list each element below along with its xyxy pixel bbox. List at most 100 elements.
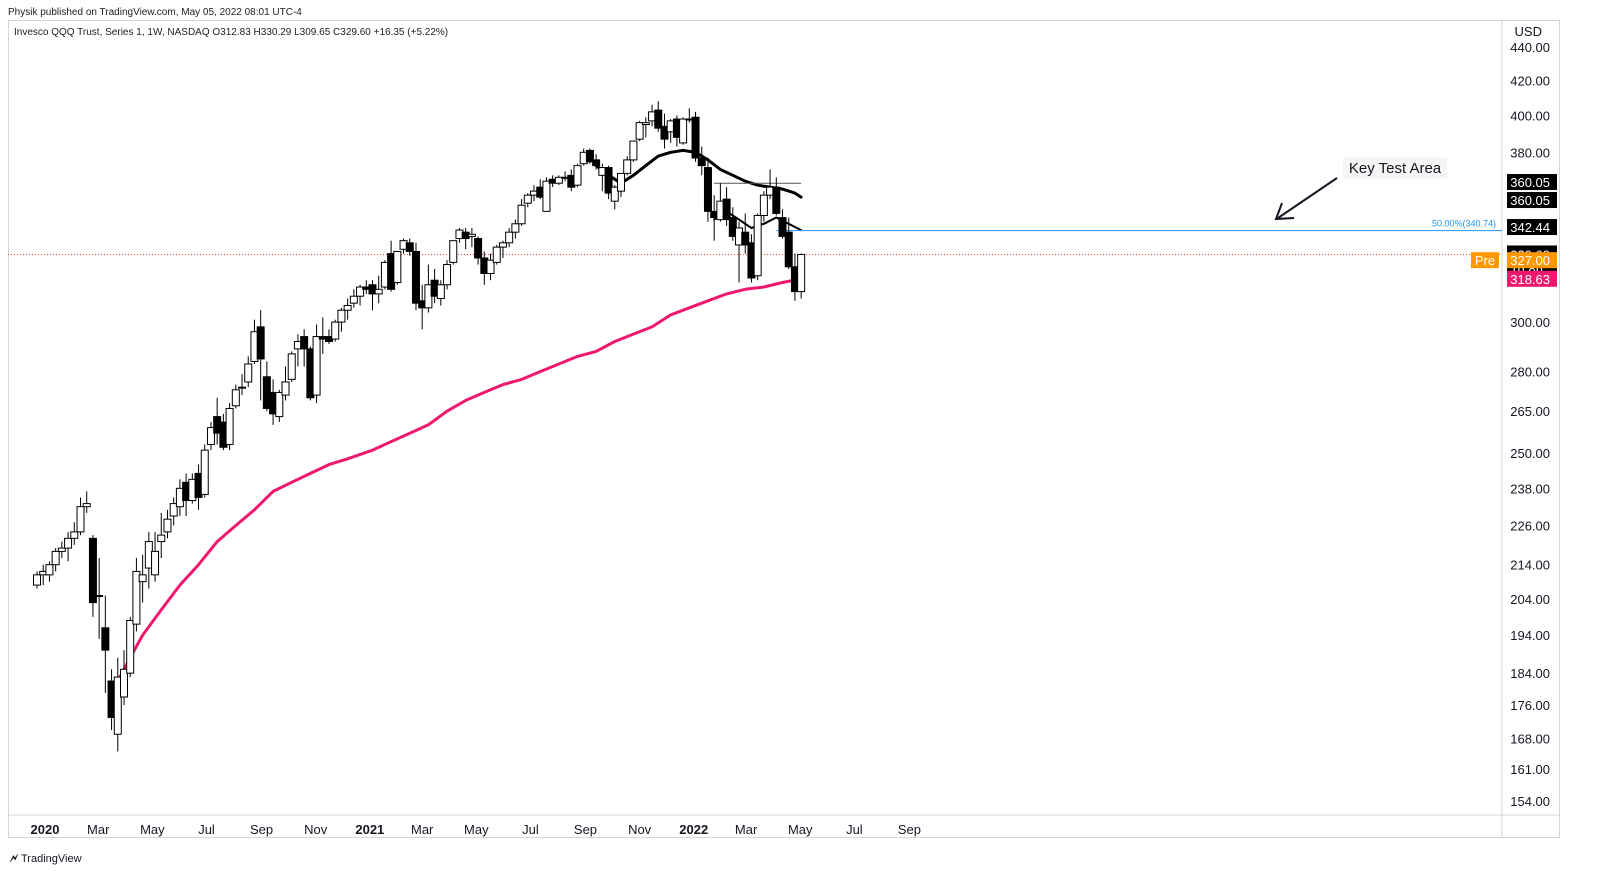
- candle-body-up: [51, 550, 60, 566]
- candle: [436, 280, 445, 306]
- candle-body-up: [623, 159, 632, 174]
- pre-market-label: Pre: [1475, 253, 1495, 268]
- candle: [64, 531, 73, 562]
- candle: [511, 219, 520, 239]
- time-tick-label: Jul: [846, 822, 863, 837]
- candle-body-up: [33, 574, 42, 586]
- candle-body-down: [474, 238, 483, 259]
- candle: [505, 227, 514, 248]
- price-tick-label: 176.00: [1510, 698, 1550, 713]
- candle: [616, 172, 625, 198]
- candle-body-down: [691, 116, 700, 159]
- price-tag-value: 327.00: [1510, 253, 1550, 268]
- candle-body-up: [759, 194, 768, 216]
- candle-body-down: [604, 167, 613, 194]
- candle: [88, 535, 97, 617]
- candle: [200, 444, 209, 498]
- price-tick-label: 168.00: [1510, 732, 1550, 747]
- candle: [467, 227, 476, 248]
- grid: [8, 21, 1560, 838]
- candle: [368, 280, 377, 311]
- price-tick-label: 440.00: [1510, 40, 1550, 55]
- candle-body-up: [337, 309, 346, 323]
- candle-body-up: [486, 259, 495, 274]
- price-tick-label: 226.00: [1510, 519, 1550, 534]
- candle-body-down: [300, 336, 309, 350]
- candle-body-up: [132, 570, 141, 625]
- candle: [256, 310, 265, 401]
- candle-body-up: [616, 172, 625, 192]
- publish-info: Physik published on TradingView.com, May…: [8, 7, 302, 18]
- candle: [169, 497, 178, 526]
- time-tick-label: May: [140, 822, 165, 837]
- candle: [374, 275, 383, 304]
- price-tick-label: 400.00: [1510, 108, 1550, 123]
- candle: [772, 177, 781, 216]
- candle-body-up: [573, 165, 582, 186]
- candle: [753, 213, 762, 281]
- candle-body-down: [728, 217, 737, 237]
- time-tick-label: Nov: [628, 822, 652, 837]
- candle: [492, 244, 501, 265]
- candle-body-up: [95, 595, 104, 598]
- candle: [585, 148, 594, 164]
- time-tick-label: 2022: [679, 822, 708, 837]
- annotation-arrowhead: [1274, 202, 1295, 221]
- candle-body-up: [349, 295, 358, 304]
- price-tag-bg: [1507, 252, 1557, 269]
- candle-body-up: [206, 427, 215, 445]
- price-tag: 342.44: [1507, 219, 1557, 236]
- candle-body-up: [76, 506, 85, 533]
- candle: [126, 616, 135, 678]
- candle-body-up: [331, 321, 340, 340]
- candle: [517, 199, 526, 226]
- candle: [405, 238, 414, 256]
- candle: [498, 240, 507, 258]
- key-test-annotation[interactable]: Key Test Area: [1274, 157, 1447, 221]
- candle-body-down: [592, 159, 601, 167]
- time-tick-label: May: [788, 822, 813, 837]
- candle: [641, 117, 650, 138]
- candle: [679, 117, 688, 145]
- price-tag-value: 342.44: [1510, 220, 1550, 235]
- price-tag-value: 318.63: [1510, 272, 1550, 287]
- price-tick-label: 214.00: [1510, 558, 1550, 573]
- price-tag: 360.05: [1507, 174, 1557, 191]
- time-tick-label: Jul: [522, 822, 539, 837]
- time-tick-label: 2020: [31, 822, 60, 837]
- candle: [759, 191, 768, 222]
- candle: [523, 193, 532, 208]
- candle: [343, 298, 352, 320]
- price-tick-label: 161.00: [1510, 762, 1550, 777]
- annotation-box: [1343, 157, 1447, 179]
- time-tick-label: Nov: [304, 822, 328, 837]
- price-tick-label: 204.00: [1510, 592, 1550, 607]
- price-tag: 360.05: [1507, 192, 1557, 209]
- candle: [132, 558, 141, 632]
- candle-body-up: [635, 122, 644, 140]
- candle-body-up: [679, 118, 688, 144]
- candle-body-up: [498, 242, 507, 248]
- candle: [57, 541, 66, 559]
- time-axis: 2020 Mar May Jul Sep Nov 2021 Mar May Jul Sep Nov 20…: [31, 822, 921, 837]
- candle-body-up: [64, 537, 73, 549]
- candle: [76, 497, 85, 536]
- tradingview-brand[interactable]: 🗲 TradingView: [10, 851, 82, 866]
- candle-body-up: [157, 534, 166, 543]
- price-tick-label: 380.00: [1510, 145, 1550, 160]
- candle-body-up: [343, 305, 352, 311]
- candle-body-up: [163, 518, 172, 533]
- candle-body-up: [169, 503, 178, 517]
- price-tag-bg: [1507, 270, 1557, 287]
- price-axis: 440.00 420.00 400.00 380.00 300.00 280.00 265.…: [1471, 24, 1557, 809]
- candle: [486, 253, 495, 281]
- candle-body-up: [467, 233, 476, 237]
- candle: [113, 657, 122, 752]
- currency-label[interactable]: USD: [1515, 24, 1542, 39]
- candle-body-down: [654, 109, 663, 129]
- candle-body-up: [753, 214, 762, 277]
- candle-body-down: [101, 627, 110, 651]
- candle-body-down: [784, 231, 793, 268]
- candle: [703, 157, 712, 222]
